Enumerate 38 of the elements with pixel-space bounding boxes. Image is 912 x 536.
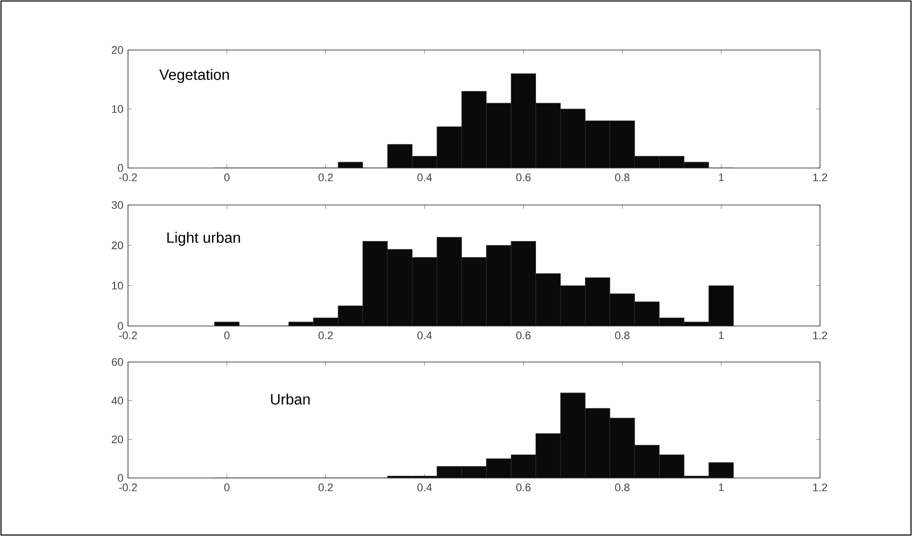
x-tick-label: 1.2: [813, 174, 828, 182]
x-tick-label: -0.2: [119, 174, 137, 182]
x-tick-label: 1.2: [813, 484, 828, 492]
x-tick-label: 0.2: [318, 332, 333, 340]
y-tick-label: 20: [112, 46, 124, 54]
x-tick-label: 0.6: [516, 332, 531, 340]
x-tick-label: 0.8: [615, 174, 630, 182]
x-tick-label: 0.4: [417, 174, 432, 182]
x-tick-label: 0.6: [516, 174, 531, 182]
y-tick-label: 40: [112, 396, 124, 405]
x-tick-label: 0: [224, 484, 230, 492]
x-tick-label: 0.2: [318, 174, 333, 182]
x-tick-label: 1: [718, 332, 724, 340]
x-tick-label: 0: [224, 174, 230, 182]
x-tick-label: -0.2: [119, 484, 137, 492]
x-tick-label: 0.4: [417, 484, 432, 492]
y-tick-label: 30: [112, 201, 124, 209]
x-tick-label: 1: [718, 174, 724, 182]
y-tick-label: 10: [112, 105, 124, 113]
y-tick-label: 60: [112, 358, 124, 366]
x-tick-label: 0.2: [318, 484, 333, 492]
annotation: Light urban: [167, 232, 240, 246]
y-tick-label: 10: [112, 282, 124, 290]
x-tick-label: 1.2: [813, 332, 828, 340]
y-tick-label: 20: [112, 241, 124, 250]
x-tick-label: -0.2: [119, 332, 137, 340]
x-tick-label: 0.8: [615, 332, 630, 340]
annotation: Urban: [271, 394, 310, 405]
x-tick-label: 0: [224, 332, 230, 340]
y-tick-label: 0: [118, 322, 124, 330]
y-tick-label: 0: [118, 474, 124, 482]
x-tick-label: 0.8: [615, 484, 630, 492]
x-tick-label: 1: [718, 484, 724, 492]
x-tick-label: 0.4: [417, 332, 432, 340]
y-tick-label: 0: [118, 164, 124, 172]
y-tick-label: 20: [112, 435, 124, 444]
annotation: Vegetation: [159, 68, 229, 83]
x-tick-label: 0.6: [516, 484, 531, 492]
